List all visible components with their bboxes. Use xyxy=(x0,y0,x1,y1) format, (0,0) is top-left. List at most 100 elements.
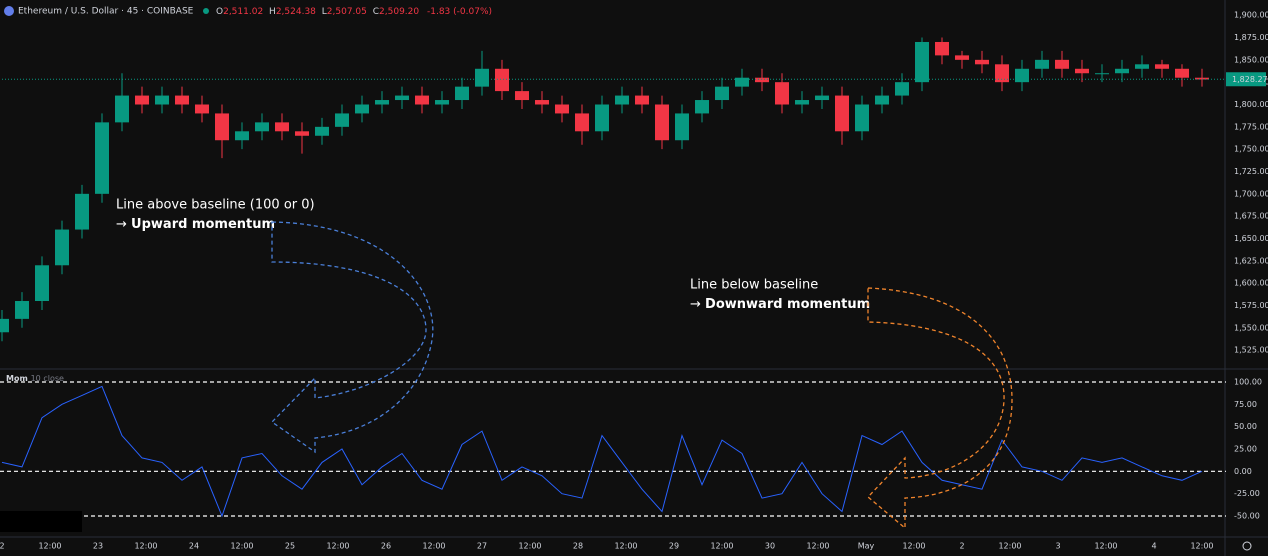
ohlc-label: L xyxy=(322,7,327,17)
y-tick-label: 1,850.00 xyxy=(1234,55,1268,64)
candle-body xyxy=(975,59,989,65)
indicator-title: Mom 10 close xyxy=(6,374,64,383)
candle-body xyxy=(175,95,189,105)
candle-body xyxy=(135,95,149,105)
candle-body xyxy=(95,122,109,194)
candle-body xyxy=(315,126,329,136)
candle-body xyxy=(1035,59,1049,69)
candle-body xyxy=(155,95,169,105)
x-tick-label: 12:00 xyxy=(134,542,157,551)
x-tick-label: 2 xyxy=(0,542,5,551)
x-tick-label: 12:00 xyxy=(998,542,1021,551)
y-tick-label: 1,525.00 xyxy=(1234,346,1268,355)
y-tick-label: 1,600.00 xyxy=(1234,279,1268,288)
x-tick-label: 2 xyxy=(959,542,964,551)
x-tick-label: 3 xyxy=(1055,542,1060,551)
x-tick-label: 28 xyxy=(573,542,583,551)
x-tick-label: 12:00 xyxy=(1094,542,1117,551)
candle-body xyxy=(375,100,389,105)
y-tick-label: 1,650.00 xyxy=(1234,234,1268,243)
candle-body xyxy=(595,104,609,132)
x-tick-label: 4 xyxy=(1151,542,1156,551)
down-arrow xyxy=(867,287,1013,530)
candle-body xyxy=(755,77,769,83)
candle-body xyxy=(835,95,849,132)
candle-body xyxy=(1055,59,1069,69)
candle-body xyxy=(275,122,289,132)
candle-body xyxy=(1115,68,1129,74)
annotation: → Upward momentum xyxy=(116,217,275,232)
y-tick-label: 0.00 xyxy=(1234,467,1252,476)
annotation: Line below baseline xyxy=(690,278,818,293)
last-price-label: 1,828.27 xyxy=(1232,75,1268,84)
y-tick-label: -50.00 xyxy=(1234,512,1260,521)
x-tick-label: 29 xyxy=(669,542,679,551)
candle-body xyxy=(815,95,829,101)
candle-body xyxy=(1095,73,1109,75)
candle-body xyxy=(955,55,969,60)
candle-body xyxy=(995,64,1009,83)
x-tick-label: 12:00 xyxy=(710,542,733,551)
up-arrow xyxy=(270,221,434,454)
candle-body xyxy=(115,95,129,123)
settings-icon[interactable] xyxy=(1242,541,1252,551)
y-tick-label: 50.00 xyxy=(1234,422,1257,431)
candle-body xyxy=(875,95,889,105)
candle-body xyxy=(895,82,909,96)
candle-body xyxy=(775,82,789,105)
y-tick-label: 100.00 xyxy=(1234,377,1262,386)
overlay-box xyxy=(0,511,82,532)
candle-body xyxy=(35,265,49,302)
y-tick-label: 1,550.00 xyxy=(1234,323,1268,332)
candle-body xyxy=(675,113,689,141)
candle-body xyxy=(15,301,29,319)
y-tick-label: -25.00 xyxy=(1234,489,1260,498)
candle-body xyxy=(355,104,369,114)
y-tick-label: 1,700.00 xyxy=(1234,189,1268,198)
candle-body xyxy=(1195,77,1209,80)
candle-body xyxy=(635,95,649,105)
candle-body xyxy=(335,113,349,127)
candle-body xyxy=(455,86,469,101)
y-tick-label: 1,800.00 xyxy=(1234,100,1268,109)
ohlc: O2,511.02 H2,524.38 L2,507.05 C2,509.20 … xyxy=(216,7,492,17)
candle-body xyxy=(435,100,449,105)
y-tick-label: 75.00 xyxy=(1234,400,1257,409)
ohlc-label: O xyxy=(216,7,223,17)
symbol-icon xyxy=(4,6,14,16)
candle-body xyxy=(0,318,9,333)
ohlc-label: H xyxy=(269,7,276,17)
plot-area: 1,900.001,875.001,850.001,825.001,800.00… xyxy=(0,11,1268,551)
ohlc-label: C xyxy=(373,7,379,17)
status-dot xyxy=(203,8,209,14)
y-tick-label: 1,675.00 xyxy=(1234,212,1268,221)
change: -1.83 (-0.07%) xyxy=(427,7,492,17)
annotation: → Downward momentum xyxy=(690,297,870,312)
y-tick-label: 25.00 xyxy=(1234,444,1257,453)
symbol: Ethereum / U.S. Dollar · 45 · COINBASE xyxy=(18,7,194,17)
annotation-arrow: → xyxy=(116,217,127,232)
x-tick-label: 12:00 xyxy=(614,542,637,551)
indicator-params: 10 close xyxy=(31,374,64,383)
y-tick-label: 1,875.00 xyxy=(1234,33,1268,42)
candle-body xyxy=(395,95,409,101)
candle-body xyxy=(735,77,749,87)
x-tick-label: 12:00 xyxy=(230,542,253,551)
x-tick-label: 12:00 xyxy=(1190,542,1213,551)
x-tick-label: 12:00 xyxy=(806,542,829,551)
candle-body xyxy=(715,86,729,101)
x-tick-label: May xyxy=(858,542,875,551)
annotation-arrow: → xyxy=(690,297,701,312)
y-tick-label: 1,725.00 xyxy=(1234,167,1268,176)
candle-body xyxy=(1175,68,1189,78)
ohlc-value: 2,511.02 xyxy=(223,7,263,17)
candle-body xyxy=(255,122,269,132)
y-tick-label: 1,575.00 xyxy=(1234,301,1268,310)
candle-body xyxy=(495,68,509,92)
x-tick-label: 12:00 xyxy=(38,542,61,551)
y-tick-label: 1,625.00 xyxy=(1234,256,1268,265)
x-tick-label: 30 xyxy=(765,542,775,551)
y-tick-label: 1,900.00 xyxy=(1234,11,1268,20)
